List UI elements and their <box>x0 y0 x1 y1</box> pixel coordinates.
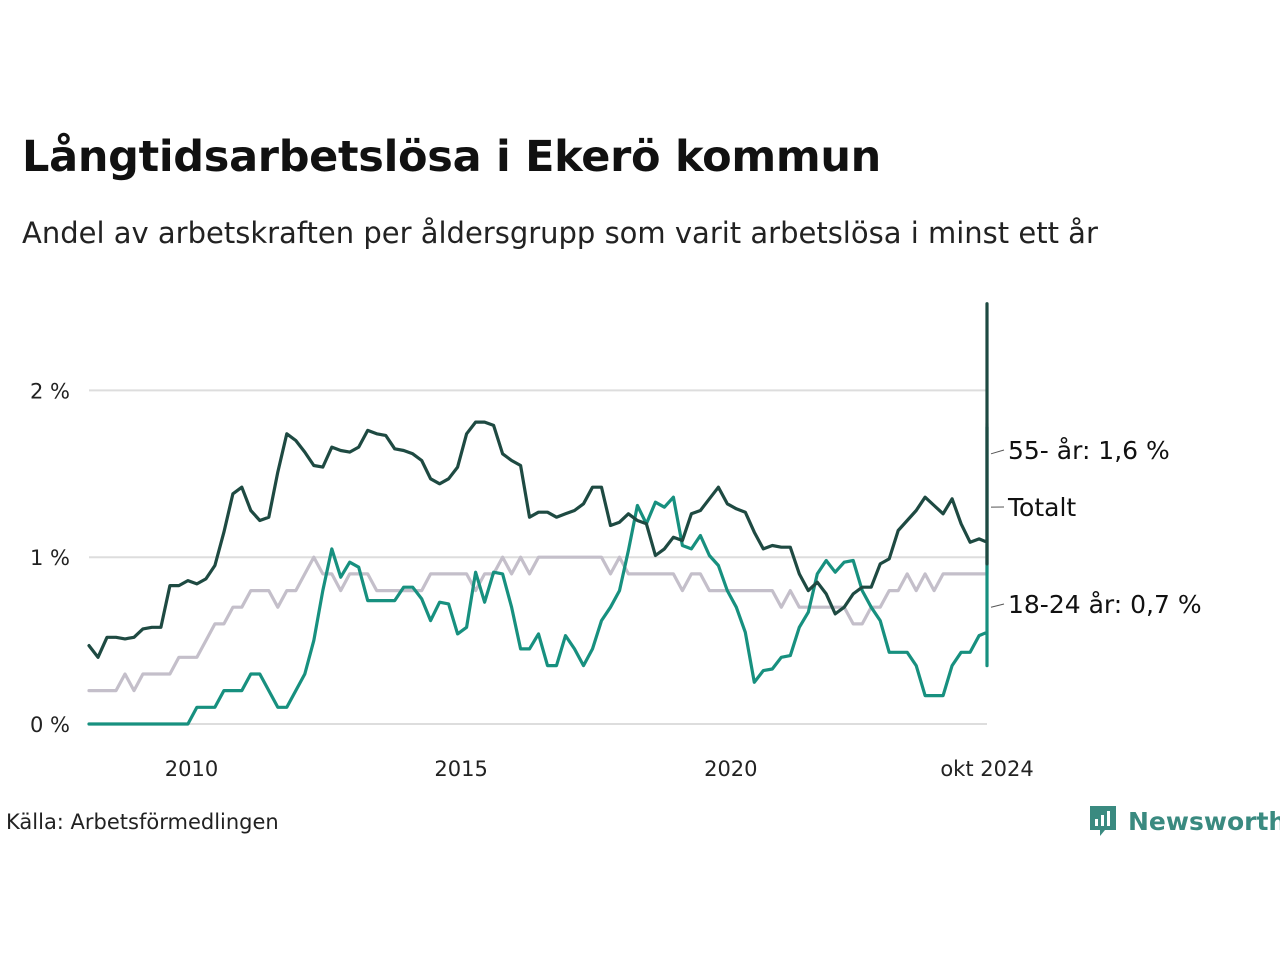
x-tick-label: 2010 <box>165 757 218 781</box>
newsworthy-logo-text: Newsworthy <box>1128 806 1280 836</box>
y-tick-label: 1 % <box>30 546 70 570</box>
x-tick-label: okt 2024 <box>940 757 1033 781</box>
line-chart: 0 % 1 % 2 % 2010 2015 2020 okt 2024 Totalt 18-… <box>30 302 1202 781</box>
series-end-labels: Totalt 18-24 år: 0,7 % 55- år: 1,6 % <box>990 436 1202 619</box>
end-label-connector <box>990 449 1005 455</box>
series-line-55-r <box>87 302 989 659</box>
x-tick-label: 2015 <box>434 757 487 781</box>
chart-subtitle: Andel av arbetskraften per åldersgrupp s… <box>22 216 1098 250</box>
chart-title: Långtidsarbetslösa i Ekerö kommun <box>22 132 881 182</box>
x-axis-ticks: 2010 2015 2020 okt 2024 <box>165 757 1034 781</box>
newsworthy-logo: Newsworthy <box>1088 804 1280 838</box>
series-lines <box>87 302 989 726</box>
end-label-connector <box>990 603 1005 608</box>
source-note: Källa: Arbetsförmedlingen <box>6 810 279 834</box>
end-label-55-r: 55- år: 1,6 % <box>1008 436 1170 465</box>
newsworthy-logo-icon <box>1090 806 1116 836</box>
end-label-totalt: Totalt <box>1007 493 1076 522</box>
series-line-18-24-r <box>87 425 989 726</box>
x-tick-label: 2020 <box>704 757 757 781</box>
end-label-18-24-r: 18-24 år: 0,7 % <box>1008 590 1202 619</box>
y-tick-label: 2 % <box>30 379 70 403</box>
series-line-totalt <box>87 422 989 693</box>
y-tick-label: 0 % <box>30 713 70 737</box>
y-axis-ticks: 0 % 1 % 2 % <box>30 379 70 737</box>
